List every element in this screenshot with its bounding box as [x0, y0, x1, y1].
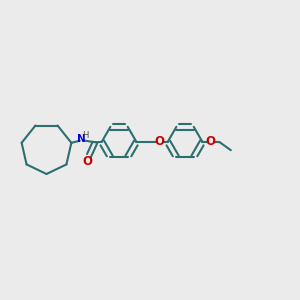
- Text: O: O: [205, 135, 215, 148]
- Text: O: O: [82, 155, 92, 168]
- Text: H: H: [82, 131, 88, 140]
- Text: N: N: [76, 134, 85, 144]
- Text: O: O: [154, 135, 165, 148]
